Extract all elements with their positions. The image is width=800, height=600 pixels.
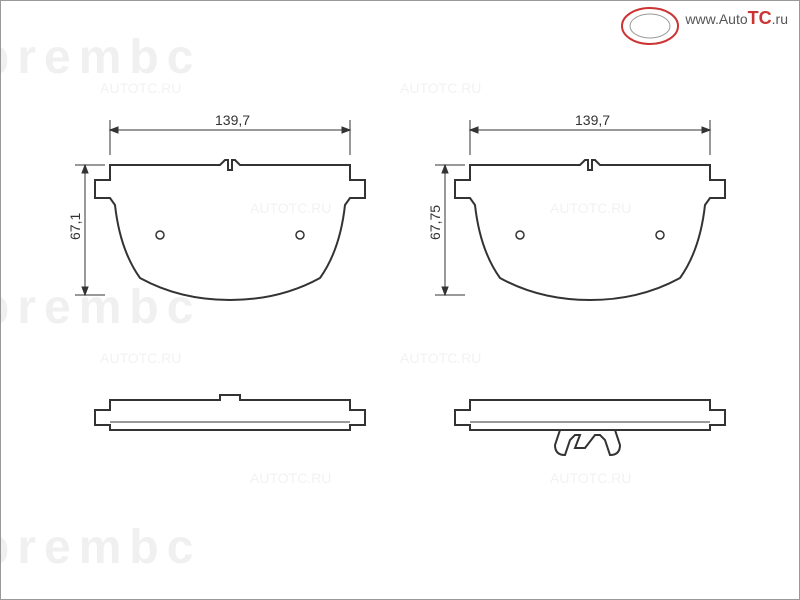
url-accent: TC [748, 8, 772, 28]
url-prefix: www. [685, 11, 718, 27]
right-pad-side-view [420, 380, 740, 480]
logo-icon [620, 6, 680, 46]
left-width-label: 139,7 [215, 112, 250, 128]
right-pad-front-view: 139,7 67,75 [420, 100, 740, 360]
left-height-label: 67,1 [67, 213, 83, 240]
url-suffix: .ru [772, 11, 788, 27]
url-mid: Auto [719, 11, 748, 27]
source-url: www.AutoTC.ru [685, 8, 788, 29]
left-pad-side-view [60, 380, 380, 460]
left-pad-front-view: 139,7 67,1 [60, 100, 380, 360]
right-width-label: 139,7 [575, 112, 610, 128]
right-height-label: 67,75 [427, 205, 443, 240]
